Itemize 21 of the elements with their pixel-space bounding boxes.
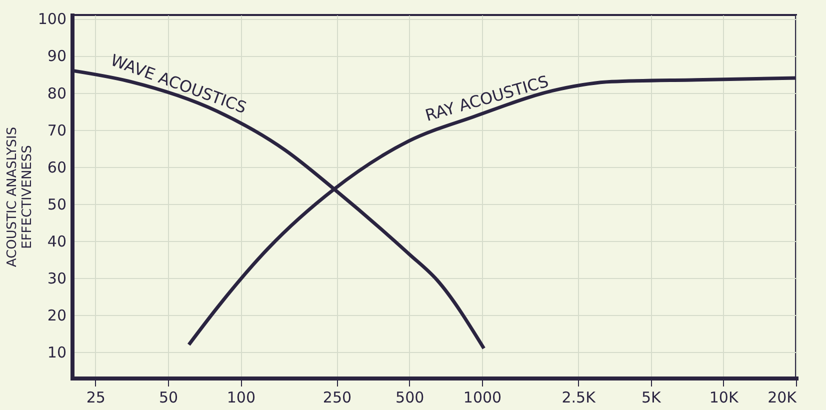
y-tick-label: 90 [47,47,66,66]
y-tick-label: 20 [47,306,66,325]
x-tick-label: 5K [642,388,662,406]
y-tick-label: 40 [47,232,66,250]
x-tick-label: 10K [709,388,740,406]
x-tick-label: 250 [322,388,352,406]
y-axis-title: ACOUSTIC ANASLYSIS EFFECTIVENESS [4,126,35,268]
x-tick-label: 1000 [463,388,502,406]
y-tick-label: 50 [47,195,66,214]
x-tick-label: 50 [158,388,178,406]
x-tick-label: 100 [226,388,256,406]
y-tick-label: 30 [47,269,66,288]
y-tick-label: 10 [47,344,66,362]
y-tick-label: 100 [38,10,66,28]
x-tick-label: 2.5K [562,388,597,406]
x-tick-label: 500 [396,388,424,406]
x-tick-label: 20K [768,388,798,406]
y-tick-label: 80 [47,84,66,102]
y-tick-label: 60 [47,158,66,176]
y-tick-label: 70 [47,121,66,140]
x-tick-label: 25 [86,388,106,406]
